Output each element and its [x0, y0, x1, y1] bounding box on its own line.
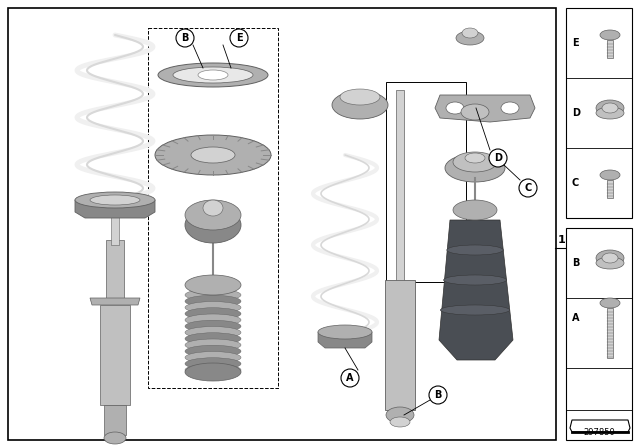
Ellipse shape	[462, 28, 478, 38]
Text: B: B	[572, 258, 579, 268]
Ellipse shape	[386, 407, 414, 423]
Text: 297850: 297850	[583, 428, 615, 437]
Ellipse shape	[185, 275, 241, 295]
Ellipse shape	[340, 89, 380, 105]
Polygon shape	[90, 298, 140, 305]
Ellipse shape	[596, 107, 624, 119]
Text: D: D	[494, 153, 502, 163]
Bar	[106, 240, 124, 300]
Bar	[111, 210, 119, 245]
Circle shape	[429, 386, 447, 404]
Ellipse shape	[173, 67, 253, 83]
Ellipse shape	[185, 364, 241, 376]
Text: 1: 1	[558, 235, 566, 245]
Circle shape	[341, 369, 359, 387]
Ellipse shape	[185, 207, 241, 243]
Text: C: C	[524, 183, 532, 193]
Ellipse shape	[185, 295, 241, 307]
Circle shape	[176, 29, 194, 47]
Ellipse shape	[185, 289, 241, 301]
Ellipse shape	[185, 333, 241, 345]
Ellipse shape	[203, 200, 223, 216]
Text: A: A	[346, 373, 354, 383]
Ellipse shape	[332, 91, 388, 119]
Ellipse shape	[453, 200, 497, 220]
Text: B: B	[181, 33, 189, 43]
Text: B: B	[435, 390, 442, 400]
Ellipse shape	[198, 70, 228, 80]
Bar	[148, 28, 278, 388]
Bar	[100, 305, 130, 405]
Polygon shape	[318, 332, 372, 348]
Ellipse shape	[185, 200, 241, 230]
Ellipse shape	[185, 327, 241, 339]
Ellipse shape	[461, 104, 489, 120]
Text: C: C	[572, 178, 579, 188]
Ellipse shape	[444, 275, 506, 285]
Bar	[8, 8, 556, 440]
Bar	[104, 405, 126, 435]
Circle shape	[519, 179, 537, 197]
Ellipse shape	[456, 31, 484, 45]
Ellipse shape	[596, 250, 624, 266]
Text: E: E	[572, 38, 579, 48]
Ellipse shape	[191, 147, 235, 163]
Ellipse shape	[501, 102, 519, 114]
Bar	[396, 90, 404, 280]
Bar	[385, 280, 415, 410]
Bar	[607, 308, 613, 358]
Ellipse shape	[596, 100, 624, 116]
Ellipse shape	[602, 253, 618, 263]
Ellipse shape	[155, 135, 271, 175]
Polygon shape	[439, 220, 513, 360]
Circle shape	[489, 149, 507, 167]
Ellipse shape	[185, 358, 241, 370]
Bar	[607, 40, 613, 58]
Text: A: A	[572, 313, 579, 323]
Circle shape	[230, 29, 248, 47]
Ellipse shape	[185, 320, 241, 332]
Ellipse shape	[390, 417, 410, 427]
Ellipse shape	[600, 30, 620, 40]
Ellipse shape	[185, 314, 241, 326]
Ellipse shape	[445, 154, 505, 182]
Ellipse shape	[440, 305, 509, 315]
Ellipse shape	[318, 325, 372, 339]
Ellipse shape	[453, 152, 497, 172]
Ellipse shape	[600, 170, 620, 180]
Ellipse shape	[185, 339, 241, 351]
Ellipse shape	[90, 195, 140, 205]
Ellipse shape	[600, 298, 620, 308]
Ellipse shape	[602, 103, 618, 113]
Ellipse shape	[158, 63, 268, 87]
Bar	[566, 228, 632, 440]
Ellipse shape	[596, 257, 624, 269]
Ellipse shape	[185, 352, 241, 363]
Ellipse shape	[104, 432, 126, 444]
Ellipse shape	[185, 308, 241, 320]
Polygon shape	[435, 95, 535, 122]
Text: D: D	[572, 108, 580, 118]
Ellipse shape	[185, 302, 241, 314]
Bar	[607, 180, 613, 198]
Ellipse shape	[75, 192, 155, 208]
Ellipse shape	[185, 345, 241, 357]
Ellipse shape	[446, 102, 464, 114]
Polygon shape	[75, 200, 155, 218]
Ellipse shape	[447, 245, 503, 255]
Bar	[566, 8, 632, 218]
Ellipse shape	[465, 153, 485, 163]
Ellipse shape	[185, 363, 241, 381]
Polygon shape	[570, 420, 630, 432]
Bar	[386, 82, 466, 282]
Text: E: E	[236, 33, 243, 43]
